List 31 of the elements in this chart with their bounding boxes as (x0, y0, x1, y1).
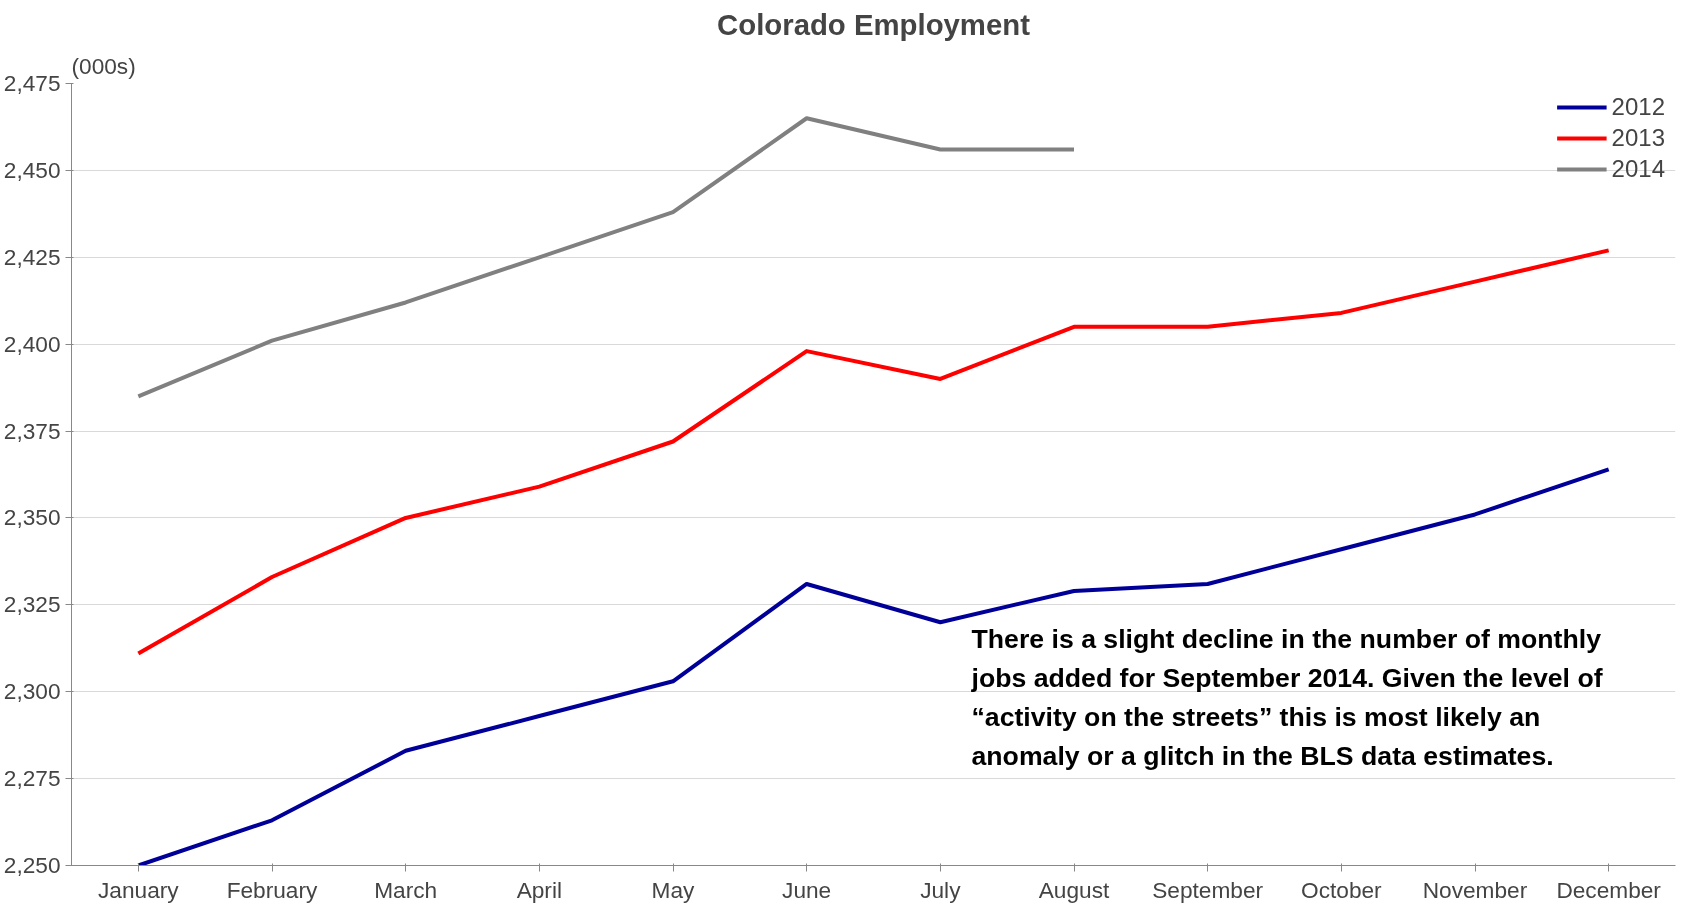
line-series (136, 248, 1611, 656)
x-tick-label: May (651, 876, 696, 903)
x-tick-label: April (516, 876, 562, 903)
x-tick-label: September (1152, 876, 1264, 903)
y-tick-label: 2,475 (3, 70, 61, 96)
annotation: There is a slight decline in the number of monthly jobs added for September 2014. Given the level of “activity on the streets” this is most likely an anomaly or a glitch in the BLS data estimates. (970, 623, 1603, 771)
chart-title: Colorado Employment (717, 7, 1031, 41)
y-tick-label: 2,425 (3, 243, 61, 270)
x-tick-label: March (374, 876, 438, 903)
y-tick-label: 2,450 (3, 156, 61, 183)
x-tick-label: January (98, 876, 180, 903)
x-tick-label: October (1301, 876, 1383, 903)
x-tick-label: December (1556, 876, 1662, 903)
y-tick-label: 2,250 (3, 852, 61, 878)
y-tick-label: 2,375 (3, 417, 61, 444)
y-tick-label: 2,300 (3, 678, 61, 705)
legend-label: 2012 (1611, 93, 1665, 121)
line-series (136, 467, 1611, 866)
line-series (136, 116, 1076, 399)
y-tick-label: 2,350 (3, 504, 61, 531)
y-axis-title: (000s) (71, 52, 136, 79)
x-tick-label: June (782, 876, 832, 903)
x-tick-label: February (226, 876, 318, 903)
y-tick-label: 2,275 (3, 765, 61, 792)
legend-label: 2014 (1611, 155, 1665, 183)
x-tick-label: July (920, 876, 962, 903)
legend-label: 2013 (1611, 124, 1665, 152)
y-tick-label: 2,400 (3, 330, 61, 357)
y-tick-label: 2,325 (3, 591, 61, 618)
x-tick-label: November (1422, 876, 1528, 903)
x-tick-label: August (1038, 876, 1110, 903)
